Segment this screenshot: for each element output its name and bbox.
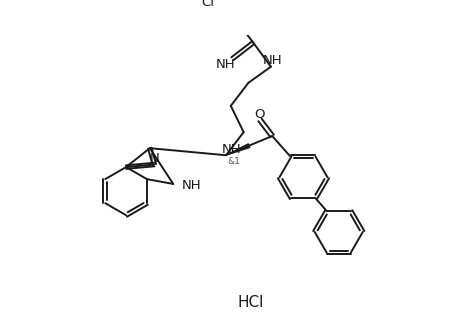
Text: HCl: HCl xyxy=(237,295,264,310)
Text: NH: NH xyxy=(263,54,283,67)
Text: Cl: Cl xyxy=(201,0,214,9)
Text: NH: NH xyxy=(182,179,202,192)
Text: O: O xyxy=(254,108,265,121)
Text: &1: &1 xyxy=(227,156,241,166)
Polygon shape xyxy=(226,144,250,155)
Text: NH: NH xyxy=(221,143,241,156)
Text: N: N xyxy=(150,152,159,165)
Text: NH: NH xyxy=(216,58,235,71)
